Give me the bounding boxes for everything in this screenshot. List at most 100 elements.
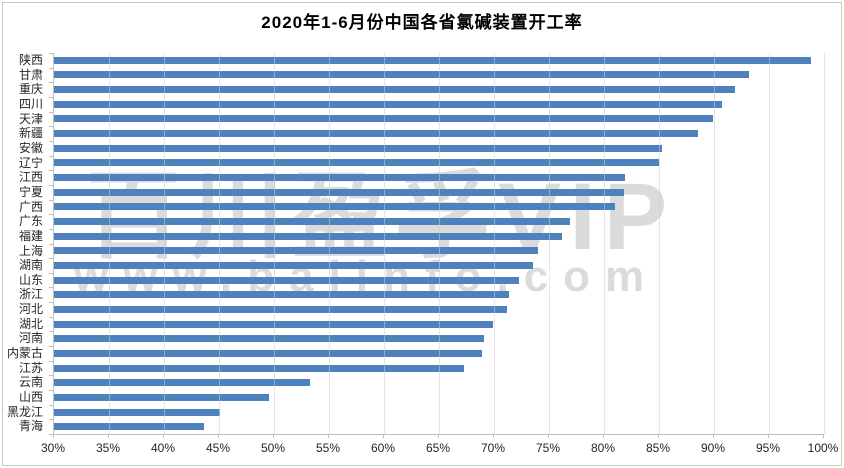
x-axis-tick: [713, 434, 714, 438]
y-axis-label: 浙江: [18, 287, 43, 302]
y-axis-tick: [49, 331, 53, 332]
bar: [54, 144, 663, 152]
y-axis-label: 云南: [18, 375, 43, 390]
y-axis-label: 山东: [18, 272, 43, 287]
y-axis-label: 山西: [18, 390, 43, 405]
bar: [54, 349, 482, 357]
gridline: [109, 53, 110, 434]
bar: [54, 261, 533, 269]
y-axis-tick: [49, 214, 53, 215]
y-axis-label: 内蒙古: [6, 346, 43, 361]
gridline-overlay: [439, 53, 440, 434]
x-axis-tick: [218, 434, 219, 438]
bar: [54, 320, 493, 328]
bar: [54, 408, 221, 416]
y-axis-label: 江西: [18, 170, 43, 185]
y-axis-label: 四川: [18, 96, 43, 111]
gridline-overlay: [604, 53, 605, 434]
y-axis-tick: [49, 244, 53, 245]
x-axis-tick: [273, 434, 274, 438]
gridline-overlay: [714, 53, 715, 434]
gridline-overlay: [329, 53, 330, 434]
y-axis-label: 辽宁: [18, 155, 43, 170]
x-axis-tick: [768, 434, 769, 438]
x-axis-tick: [328, 434, 329, 438]
y-axis-label: 陕西: [18, 53, 43, 67]
y-axis-tick: [49, 97, 53, 98]
y-axis-tick: [49, 156, 53, 157]
y-axis-tick: [49, 185, 53, 186]
bar: [54, 71, 750, 79]
x-axis-tick-label: 40%: [150, 441, 176, 455]
y-axis-tick: [49, 346, 53, 347]
gridline: [274, 53, 275, 434]
y-axis-label: 河北: [18, 302, 43, 317]
bar: [54, 423, 204, 431]
bar: [54, 232, 563, 240]
x-axis-tick-label: 95%: [755, 441, 781, 455]
gridline: [659, 53, 660, 434]
bar: [54, 364, 465, 372]
gridline: [329, 53, 330, 434]
x-axis-tick: [438, 434, 439, 438]
x-axis-tick-label: 55%: [315, 441, 341, 455]
x-axis-tick-label: 45%: [205, 441, 231, 455]
x-axis-tick: [163, 434, 164, 438]
y-axis-label: 黑龙江: [6, 404, 43, 419]
bar: [54, 276, 520, 284]
chart-title: 2020年1-6月份中国各省氯碱装置开工率: [261, 13, 583, 32]
bar: [54, 115, 713, 123]
y-axis-label: 安徽: [18, 140, 43, 155]
y-axis-tick: [49, 258, 53, 259]
y-axis-label: 江苏: [18, 360, 43, 375]
y-axis-tick: [49, 200, 53, 201]
gridline: [219, 53, 220, 434]
y-axis-label: 广东: [18, 214, 43, 229]
y-axis-label: 上海: [18, 243, 43, 258]
gridline: [439, 53, 440, 434]
gridline-overlay: [494, 53, 495, 434]
bar: [54, 218, 570, 226]
x-axis-tick-label: 50%: [260, 441, 286, 455]
x-axis-tick-label: 30%: [40, 441, 66, 455]
y-axis-label: 天津: [18, 111, 43, 126]
gridline-overlay: [164, 53, 165, 434]
y-axis-label: 重庆: [18, 82, 43, 97]
y-axis-tick: [49, 361, 53, 362]
y-axis-tick: [49, 229, 53, 230]
gridline: [164, 53, 165, 434]
x-axis-tick-label: 60%: [370, 441, 396, 455]
y-axis-label: 湖北: [18, 316, 43, 331]
y-axis-tick: [49, 434, 53, 435]
y-axis-label: 广西: [18, 199, 43, 214]
y-axis-tick: [49, 141, 53, 142]
x-axis-tick-label: 70%: [480, 441, 506, 455]
y-axis-tick: [49, 317, 53, 318]
bar: [54, 56, 811, 64]
y-axis-label: 青海: [18, 419, 43, 434]
bar: [54, 379, 311, 387]
gridline: [604, 53, 605, 434]
x-axis-tick-label: 90%: [700, 441, 726, 455]
gridline-overlay: [274, 53, 275, 434]
y-axis-tick: [49, 405, 53, 406]
bar: [54, 203, 615, 211]
plot-area: [53, 53, 825, 435]
y-axis-tick: [49, 112, 53, 113]
x-axis-tick: [823, 434, 824, 438]
y-axis-label: 湖南: [18, 258, 43, 273]
y-axis-tick: [49, 68, 53, 69]
x-axis-tick: [383, 434, 384, 438]
x-axis-tick-label: 75%: [535, 441, 561, 455]
y-axis-tick: [49, 390, 53, 391]
y-axis-label: 福建: [18, 228, 43, 243]
gridline: [714, 53, 715, 434]
bar: [54, 86, 735, 94]
bar: [54, 291, 510, 299]
gridline-overlay: [659, 53, 660, 434]
bar: [54, 335, 485, 343]
bar: [54, 174, 625, 182]
x-axis-tick-label: 65%: [425, 441, 451, 455]
x-axis-tick: [658, 434, 659, 438]
